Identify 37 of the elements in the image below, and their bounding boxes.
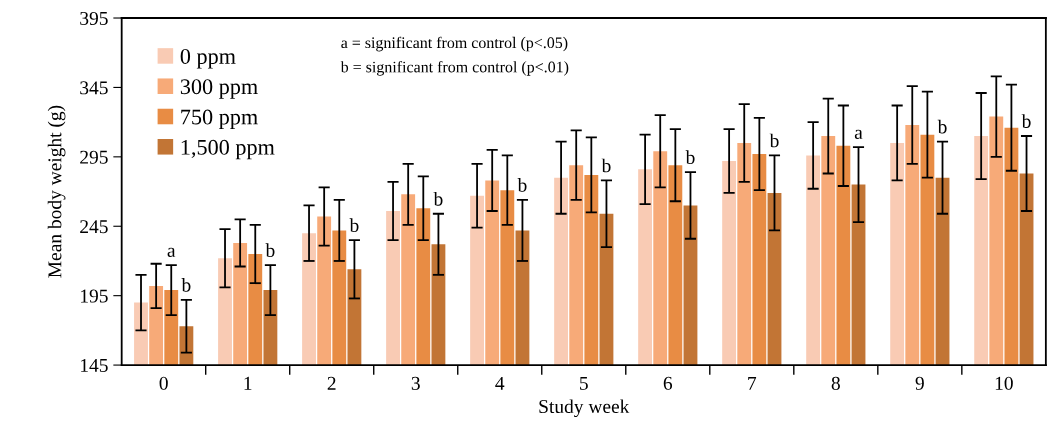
x-tick-label: 7 xyxy=(748,376,757,390)
x-tick-label: 4 xyxy=(495,376,505,390)
legend-label: 1,500 ppm xyxy=(181,139,275,160)
x-tick-label: 0 xyxy=(159,376,168,390)
x-axis-title: Study week xyxy=(539,399,630,418)
annotation: b xyxy=(685,150,695,164)
annotation: b xyxy=(181,278,191,292)
legend-label: 750 ppm xyxy=(181,109,258,130)
x-tick-label: 3 xyxy=(411,376,420,390)
x-tick-label: 2 xyxy=(327,376,336,390)
x-tick-label: 8 xyxy=(831,376,840,390)
x-tick-label: 5 xyxy=(580,376,588,390)
annotation: a xyxy=(854,129,863,140)
annotation: b xyxy=(433,191,443,206)
annotation: b xyxy=(517,178,527,192)
annotation: b xyxy=(349,218,359,233)
y-tick-label: 145 xyxy=(81,358,108,373)
annotation: b xyxy=(937,119,947,134)
y-tick-label: 195 xyxy=(81,289,108,303)
annotation: a xyxy=(167,247,176,258)
y-tick-label: 345 xyxy=(80,81,108,95)
y-tick-label: 395 xyxy=(80,11,108,25)
annotation: b xyxy=(601,158,611,173)
legend-label: 300 ppm xyxy=(180,79,258,99)
y-axis-title: Mean body weight (g) xyxy=(47,105,66,278)
x-tick-label: 9 xyxy=(915,376,924,390)
x-tick-label: 1 xyxy=(244,376,252,390)
annotation: b xyxy=(769,133,779,148)
y-tick-label: 245 xyxy=(80,220,108,234)
y-tick-label: 295 xyxy=(80,150,108,164)
annotation: b xyxy=(265,243,275,258)
legend-label: 0 ppm xyxy=(180,48,236,69)
annotation: a = significant from control (p<.05) xyxy=(341,36,568,52)
annotation: b = significant from control (p<.01) xyxy=(340,61,569,76)
x-tick-label: 10 xyxy=(995,376,1013,390)
annotation: b xyxy=(1021,114,1031,128)
x-tick-label: 6 xyxy=(663,376,673,390)
